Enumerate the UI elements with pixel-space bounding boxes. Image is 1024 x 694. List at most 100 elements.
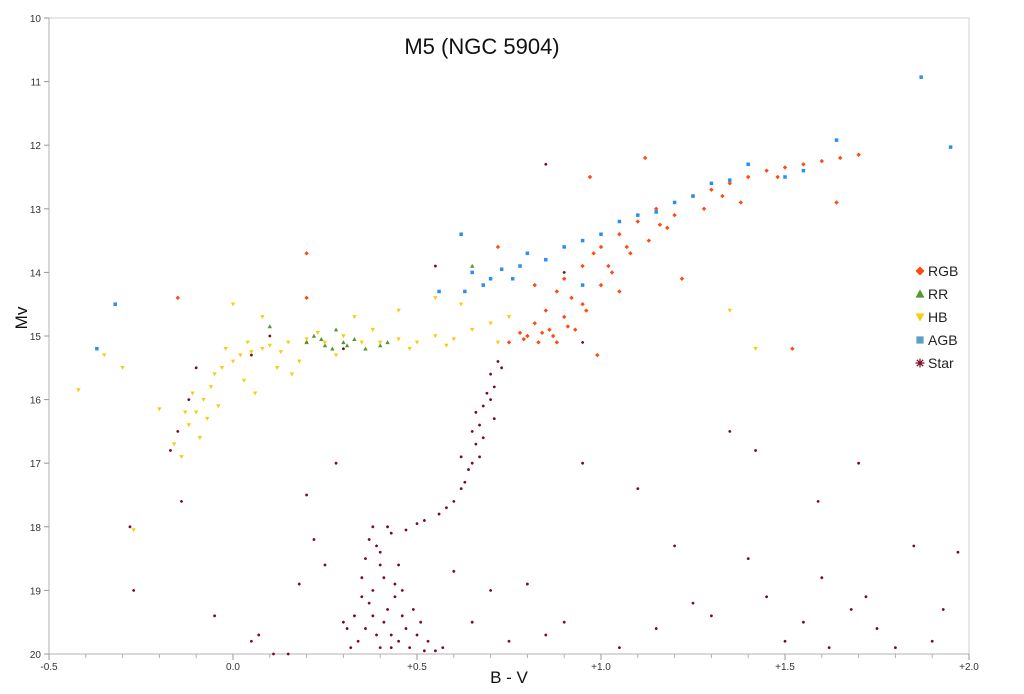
data-point-agb <box>459 232 463 236</box>
y-axis-title: Mv <box>12 306 31 329</box>
data-point-rgb <box>584 308 589 313</box>
data-point-rgb <box>554 340 560 345</box>
data-point-hb <box>260 315 265 320</box>
data-point-agb <box>617 219 622 224</box>
data-point-star <box>213 614 217 618</box>
data-point-star <box>452 499 456 503</box>
data-point-agb <box>709 181 714 186</box>
legend-item-agb: AGB <box>916 332 958 348</box>
data-point-hb <box>252 391 258 396</box>
data-point-star <box>249 353 253 357</box>
data-point-star <box>912 544 916 548</box>
data-point-star <box>360 595 364 599</box>
data-point-hb <box>219 366 225 370</box>
data-point-rgb <box>606 263 611 269</box>
data-point-hb <box>444 343 449 348</box>
data-point-agb <box>580 238 585 243</box>
data-point-agb <box>801 168 806 173</box>
data-point-hb <box>274 366 280 370</box>
data-point-star <box>257 633 261 637</box>
data-point-star <box>180 499 183 503</box>
data-point-hb <box>102 353 107 358</box>
data-point-hb <box>76 388 81 393</box>
data-point-star <box>176 429 180 433</box>
data-point-star <box>478 455 481 459</box>
data-point-star <box>489 588 493 592</box>
data-point-agb <box>691 194 695 198</box>
legend-marker-asterisk-icon <box>915 358 925 368</box>
data-point-rgb <box>543 308 548 313</box>
data-point-star <box>419 620 423 624</box>
data-point-rgb <box>819 158 824 164</box>
y-tick-label: 20 <box>30 650 42 661</box>
data-point-rgb <box>304 295 309 301</box>
data-point-star <box>930 639 934 643</box>
data-point-star <box>312 538 316 541</box>
axes: -0.5 0.0 +0.5 +1.0 +1.5 +2.0 10 11 12 13 14 15 16 17 1… <box>30 14 979 673</box>
data-point-star <box>463 480 467 484</box>
data-point-agb <box>499 267 504 271</box>
data-point-star <box>272 652 275 656</box>
y-tick-label: 15 <box>30 332 42 343</box>
data-point-star <box>194 366 198 370</box>
data-point-agb <box>783 175 787 179</box>
data-point-agb <box>437 289 441 294</box>
data-point-star <box>492 417 496 421</box>
legend-item-rr: RR <box>915 286 948 302</box>
data-point-hb <box>216 404 221 409</box>
data-point-rgb <box>304 251 309 256</box>
data-point-hb <box>278 350 284 355</box>
data-point-star <box>489 398 493 402</box>
data-point-hb <box>407 346 412 351</box>
data-point-rgb <box>595 352 600 358</box>
data-point-rgb <box>521 336 526 342</box>
data-point-rgb <box>506 340 512 345</box>
data-point-rgb <box>609 270 615 275</box>
data-point-star <box>408 646 412 650</box>
data-point-agb <box>470 270 474 275</box>
data-point-rr <box>352 336 357 341</box>
x-tick-label: +0.5 <box>407 662 427 673</box>
data-point-star <box>371 614 375 618</box>
data-point-star <box>378 646 382 650</box>
data-point-agb <box>544 257 548 262</box>
data-point-star <box>422 649 426 653</box>
data-point-star <box>371 525 375 529</box>
legend-marker-triangle-down-icon <box>915 313 925 322</box>
data-point-hb <box>753 346 758 351</box>
data-point-star <box>673 544 677 548</box>
data-point-hb <box>297 359 302 364</box>
data-point-hb <box>267 343 272 348</box>
data-point-star <box>441 646 445 650</box>
data-point-rgb <box>790 346 795 351</box>
data-point-star <box>411 608 415 611</box>
data-point-hb <box>370 327 376 332</box>
data-point-hb <box>315 331 320 336</box>
data-point-agb <box>654 210 658 214</box>
data-point-agb <box>672 200 677 205</box>
data-point-agb <box>518 264 522 268</box>
data-point-rgb <box>727 181 732 186</box>
data-point-star <box>433 649 437 653</box>
data-point-star <box>397 563 401 567</box>
data-point-rgb <box>642 155 648 161</box>
data-point-agb <box>948 145 953 149</box>
data-point-star <box>481 436 485 440</box>
data-point-star <box>581 340 585 344</box>
data-point-rgb <box>525 333 530 339</box>
data-point-star <box>562 270 566 274</box>
data-point-rr <box>322 343 328 348</box>
data-point-rgb <box>617 289 622 294</box>
data-point-hb <box>341 334 346 339</box>
data-point-rr <box>311 333 317 338</box>
legend-item-rgb: RGB <box>915 263 958 279</box>
data-point-rgb <box>646 238 652 243</box>
data-point-star <box>956 550 960 554</box>
y-tick-label: 19 <box>30 586 42 597</box>
data-point-hb <box>289 372 295 377</box>
data-point-hb <box>378 340 383 345</box>
data-point-rgb <box>580 263 585 269</box>
x-axis-title: B - V <box>490 668 528 687</box>
y-tick-label: 10 <box>30 14 42 25</box>
data-point-star <box>341 620 345 624</box>
